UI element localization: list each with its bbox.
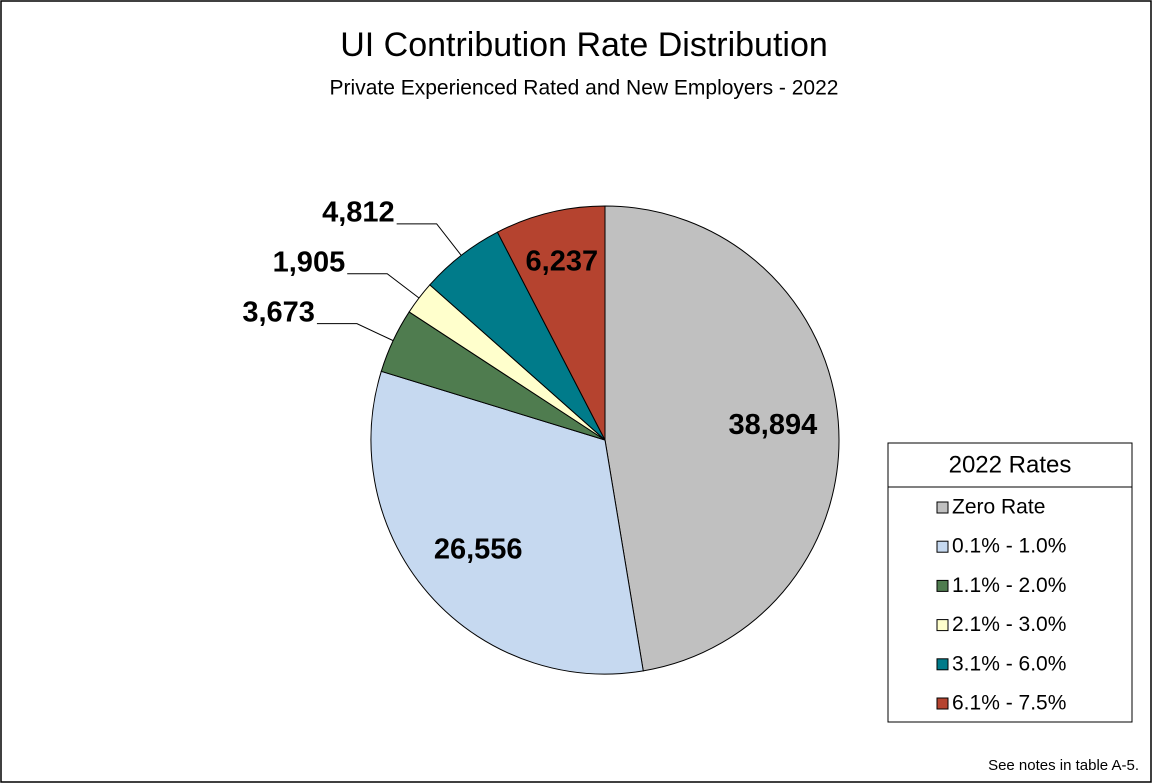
legend-title-box [887, 442, 1133, 488]
pie-slice [496, 205, 606, 441]
legend-swatch [936, 579, 949, 592]
legend-swatch [936, 658, 949, 671]
footnote: See notes in table A-5. [988, 757, 1139, 774]
leader-line [396, 223, 462, 256]
legend-swatch [936, 501, 949, 514]
data-label: 26,556 [434, 534, 523, 566]
legend-swatch [936, 540, 949, 553]
pie-slice [604, 205, 840, 672]
legend-label: 0.1% - 1.0% [952, 535, 1066, 558]
chart-title: UI Contribution Rate Distribution [340, 26, 828, 64]
legend-title: 2022 Rates [949, 451, 1072, 478]
legend-label: 1.1% - 2.0% [952, 574, 1066, 597]
pie-slice [370, 370, 644, 675]
legend-box [887, 486, 1133, 723]
data-label: 38,894 [729, 409, 818, 441]
legend-label: 2.1% - 3.0% [952, 613, 1066, 636]
leader-line [316, 323, 394, 342]
legend-label: Zero Rate [952, 496, 1045, 519]
legend-swatch [936, 619, 949, 632]
leader-line [347, 273, 420, 299]
data-label: 4,812 [322, 196, 395, 228]
legend-label: 3.1% - 6.0% [952, 652, 1066, 675]
data-label: 6,237 [526, 245, 599, 277]
legend-swatch [936, 697, 949, 710]
data-label: 1,905 [273, 246, 346, 278]
data-label: 3,673 [242, 296, 315, 328]
chart-subtitle: Private Experienced Rated and New Employ… [330, 77, 839, 100]
legend-label: 6.1% - 7.5% [952, 692, 1066, 715]
